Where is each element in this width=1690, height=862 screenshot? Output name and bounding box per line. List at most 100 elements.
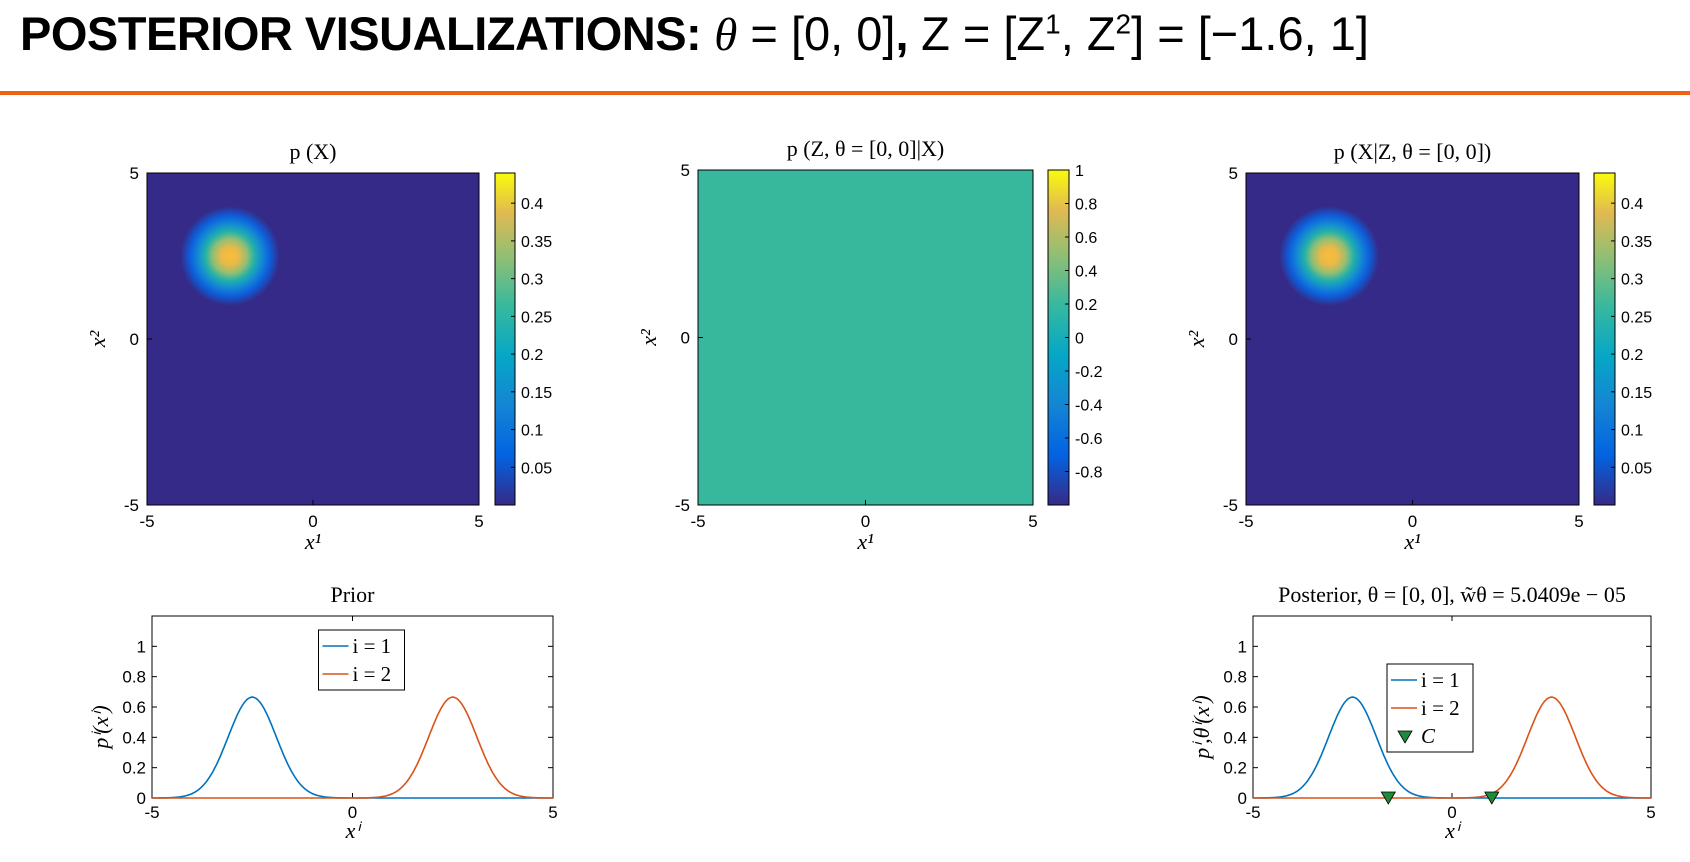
heatmap-peak [1279,206,1380,306]
colorbar-tick-label: 0 [1075,331,1084,348]
colorbar-tick-label: 0.3 [521,272,543,289]
y-tick-label: 0 [1238,789,1247,808]
colorbar-tick-label: -0.4 [1075,398,1103,415]
heatmap-title: p (Z, θ = [0, 0]|X) [787,136,944,161]
y-axis-label: pⁱ,θⁱ(xⁱ) [1189,695,1214,761]
colorbar [494,172,516,506]
colorbar-tick-label: 1 [1075,163,1084,180]
plot-title: Prior [331,582,376,607]
title-Z-eq: = [Z [949,7,1046,60]
y-axis-label: x² [636,329,661,347]
x-tick-label: 0 [1447,803,1456,822]
x-tick-label: 0 [348,803,357,822]
x-tick-label: 5 [1646,803,1655,822]
y-tick-label: 0 [137,789,146,808]
colorbar-tick-label: 0.2 [521,347,543,364]
heatmap-peak [180,206,280,306]
y-tick-label: 0 [130,330,139,349]
legend-label: C [1421,724,1436,748]
x-tick-label: -5 [690,512,705,531]
colorbar-tick-label: 0.05 [1621,460,1652,477]
heatmap-pZ: p (Z, θ = [0, 0]|X) -5 0 5 -5 0 5 x¹ x² 1 0.8 0.6 0.… [636,136,1103,554]
heatmap-pX: p (X) -5 0 5 -5 0 5 x¹ x² 0.05 0.1 0.15 0.2 0.25 0.3 0.… [85,139,552,554]
y-tick-label: -5 [124,496,139,515]
colorbar-tick-label: 0.3 [1621,272,1643,289]
y-tick-label: 0.8 [1223,668,1247,687]
colorbar-tick-label: -0.6 [1075,431,1103,448]
y-tick-label: 0.8 [122,668,146,687]
legend-label: i = 2 [353,662,392,686]
colorbar-tick-label: 0.1 [521,423,543,440]
title-Z-sep: , Z [1060,7,1116,60]
x-axis-label: x¹ [856,529,873,554]
title-Z-value: ] = [−1.6, 1] [1131,7,1369,60]
title-sup1: 1 [1045,8,1061,40]
y-tick-label: 0.4 [1223,728,1247,747]
colorbar-tick-label: 0.05 [521,460,552,477]
y-tick-label: 0.2 [122,759,146,778]
x-axis-label: xⁱ [345,818,363,843]
x-axis-label: xⁱ [1444,818,1462,843]
colorbar-tick-label: 0.4 [1621,196,1643,213]
heatmap-pXZ: p (X|Z, θ = [0, 0]) -5 0 5 -5 0 5 x¹ x² 0.05 0.1 0.… [1184,139,1652,554]
colorbar-tick-label: 0.4 [521,196,543,213]
y-axis-label: x² [1184,330,1209,348]
colorbar-tick-label: -0.8 [1075,465,1103,482]
y-tick-label: 0.6 [1223,698,1247,717]
legend-label: i = 1 [353,634,392,658]
x-tick-label: 0 [308,512,317,531]
title-theta-value: = [0, 0] [737,7,896,60]
legend-marker [1397,730,1413,744]
marker-triangle [1484,791,1500,805]
x-tick-label: 0 [861,512,870,531]
colorbar-tick-label: -0.2 [1075,364,1103,381]
legend-label: i = 2 [1421,696,1460,720]
y-tick-label: 0 [681,329,690,348]
marker-triangle [1380,791,1397,805]
y-tick-label: 5 [130,164,139,183]
y-tick-label: -5 [1223,496,1238,515]
colorbar-tick-label: 0.2 [1621,347,1643,364]
legend-label: i = 1 [1421,668,1460,692]
y-tick-label: 1 [137,637,146,656]
title-comma: , [895,7,909,60]
colorbar-tick-label: 0.4 [1075,264,1097,281]
colorbar-tick-label: 0.8 [1075,197,1097,214]
y-tick-label: 0.2 [1223,759,1247,778]
y-tick-label: 5 [1229,164,1238,183]
colorbar-tick-label: 0.25 [1621,309,1652,326]
colorbar-tick-label: 0.2 [1075,297,1097,314]
x-tick-label: 5 [1028,512,1037,531]
y-axis-label: x² [85,330,110,348]
colorbar-tick-label: 0.25 [521,309,552,326]
heatmap-title: p (X|Z, θ = [0, 0]) [1334,139,1491,164]
y-tick-label: 0 [1229,330,1238,349]
series-line-2 [152,696,553,799]
x-tick-label: -5 [144,803,159,822]
x-tick-label: -5 [1238,512,1253,531]
heatmap-field [698,170,1033,505]
plot-title: Posterior, θ = [0, 0], w̃θ = 5.0409e − 0… [1278,582,1626,607]
y-tick-label: 1 [1238,637,1247,656]
colorbar-tick-label: 0.15 [1621,385,1652,402]
title-sup2: 2 [1115,8,1132,40]
series-line-2 [1253,696,1651,799]
title-Z: Z [908,7,950,60]
colorbar-tick-label: 0.35 [1621,234,1652,251]
lineplot-posterior: Posterior, θ = [0, 0], w̃θ = 5.0409e − 0… [1189,582,1656,843]
colorbar-tick-label: 0.15 [521,385,552,402]
y-tick-label: 0.4 [122,728,146,747]
colorbar-tick-label: 0.1 [1621,423,1643,440]
x-tick-label: 0 [1408,512,1417,531]
legend-box [318,629,405,691]
x-tick-label: 5 [1574,512,1583,531]
colorbar [1593,172,1616,506]
title-prefix: POSTERIOR VISUALIZATIONS: [20,7,702,60]
x-tick-label: -5 [1245,803,1260,822]
heatmap-title: p (X) [289,139,336,164]
x-tick-label: -5 [139,512,154,531]
x-axis-label: x¹ [304,529,321,554]
slide-title: POSTERIOR VISUALIZATIONS: θ = [0, 0], Z … [20,6,1369,62]
